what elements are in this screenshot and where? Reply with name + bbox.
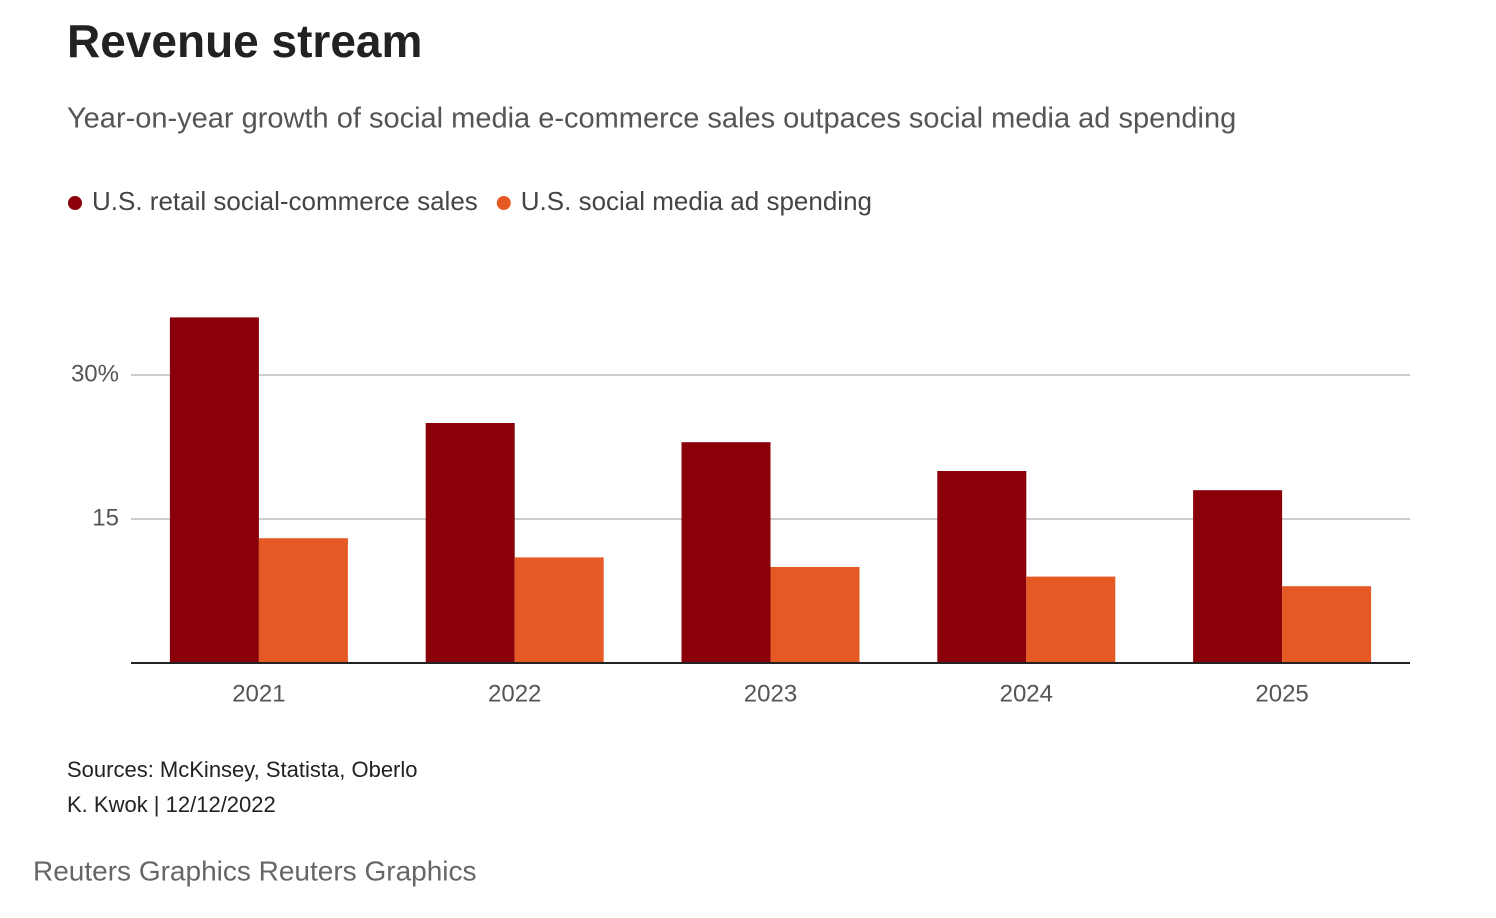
bar (169, 317, 259, 663)
legend-marker (68, 196, 82, 210)
y-tick-label: 15 (92, 504, 119, 531)
x-tick-label: 2023 (744, 680, 797, 707)
chart-subtitle: Year-on-year growth of social media e-co… (67, 103, 1236, 135)
bar (514, 557, 604, 663)
legend-marker (496, 196, 511, 210)
legend-label: U.S. retail social-commerce sales (92, 186, 478, 216)
x-tick-label: 2025 (1255, 680, 1308, 707)
bar (258, 538, 348, 663)
legend-label: U.S. social media ad spending (521, 186, 872, 216)
credit: Reuters Graphics Reuters Graphics (33, 855, 477, 886)
source: Sources: McKinsey, Statista, Oberlo (67, 757, 418, 782)
x-tick-label: 2022 (488, 680, 541, 707)
byline: K. Kwok | 12/12/2022 (67, 792, 276, 817)
chart-title: Revenue stream (67, 15, 422, 67)
y-tick-label: 30% (71, 360, 119, 387)
bar (770, 567, 860, 663)
bar (1026, 576, 1116, 663)
bar (1282, 586, 1372, 663)
bar (425, 423, 515, 663)
bar (1193, 490, 1283, 663)
bar (937, 471, 1027, 663)
x-tick-label: 2021 (232, 680, 285, 707)
bar (681, 442, 771, 663)
x-tick-label: 2024 (1000, 680, 1053, 707)
